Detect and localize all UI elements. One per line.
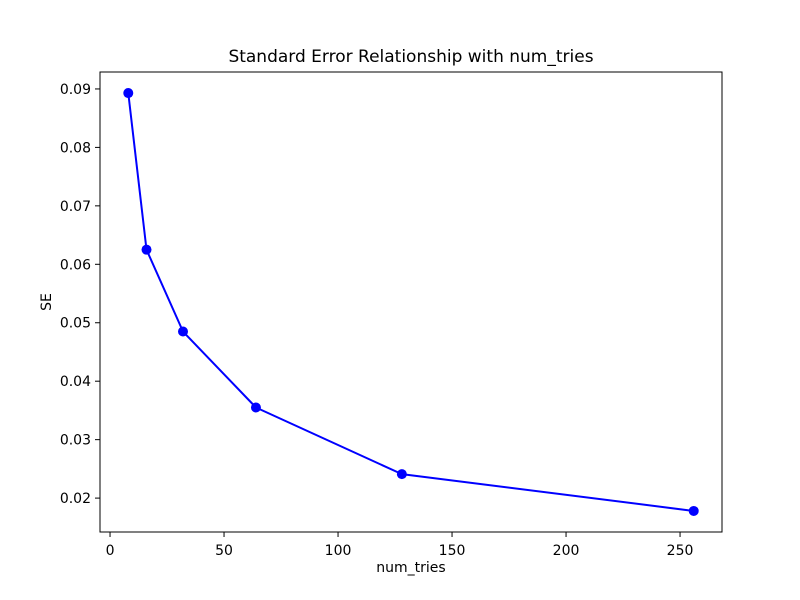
y-tick-label: 0.02 xyxy=(60,491,91,507)
y-tick-label: 0.04 xyxy=(60,374,91,390)
data-point xyxy=(688,505,699,516)
y-tick-label: 0.03 xyxy=(60,433,91,449)
x-tick-label: 150 xyxy=(439,543,466,559)
y-tick-label: 0.07 xyxy=(60,199,91,215)
data-point xyxy=(141,244,152,255)
data-point xyxy=(396,469,407,480)
data-point xyxy=(177,326,188,337)
y-tick-label: 0.06 xyxy=(60,257,91,273)
x-tick-label: 50 xyxy=(215,543,233,559)
x-tick-label: 200 xyxy=(553,543,580,559)
y-tick-label: 0.09 xyxy=(60,82,91,98)
x-axis-label: num_tries xyxy=(376,560,446,576)
data-point xyxy=(123,88,134,99)
plot-frame xyxy=(99,71,723,533)
x-tick-label: 0 xyxy=(106,543,115,559)
y-tick-label: 0.05 xyxy=(60,316,91,332)
x-tick-label: 250 xyxy=(667,543,694,559)
data-point xyxy=(250,402,261,413)
x-tick-label: 100 xyxy=(325,543,352,559)
y-tick-label: 0.08 xyxy=(60,140,91,156)
chart-title: Standard Error Relationship with num_tri… xyxy=(228,47,594,67)
data-line xyxy=(127,92,694,512)
y-axis-label: SE xyxy=(39,293,55,311)
